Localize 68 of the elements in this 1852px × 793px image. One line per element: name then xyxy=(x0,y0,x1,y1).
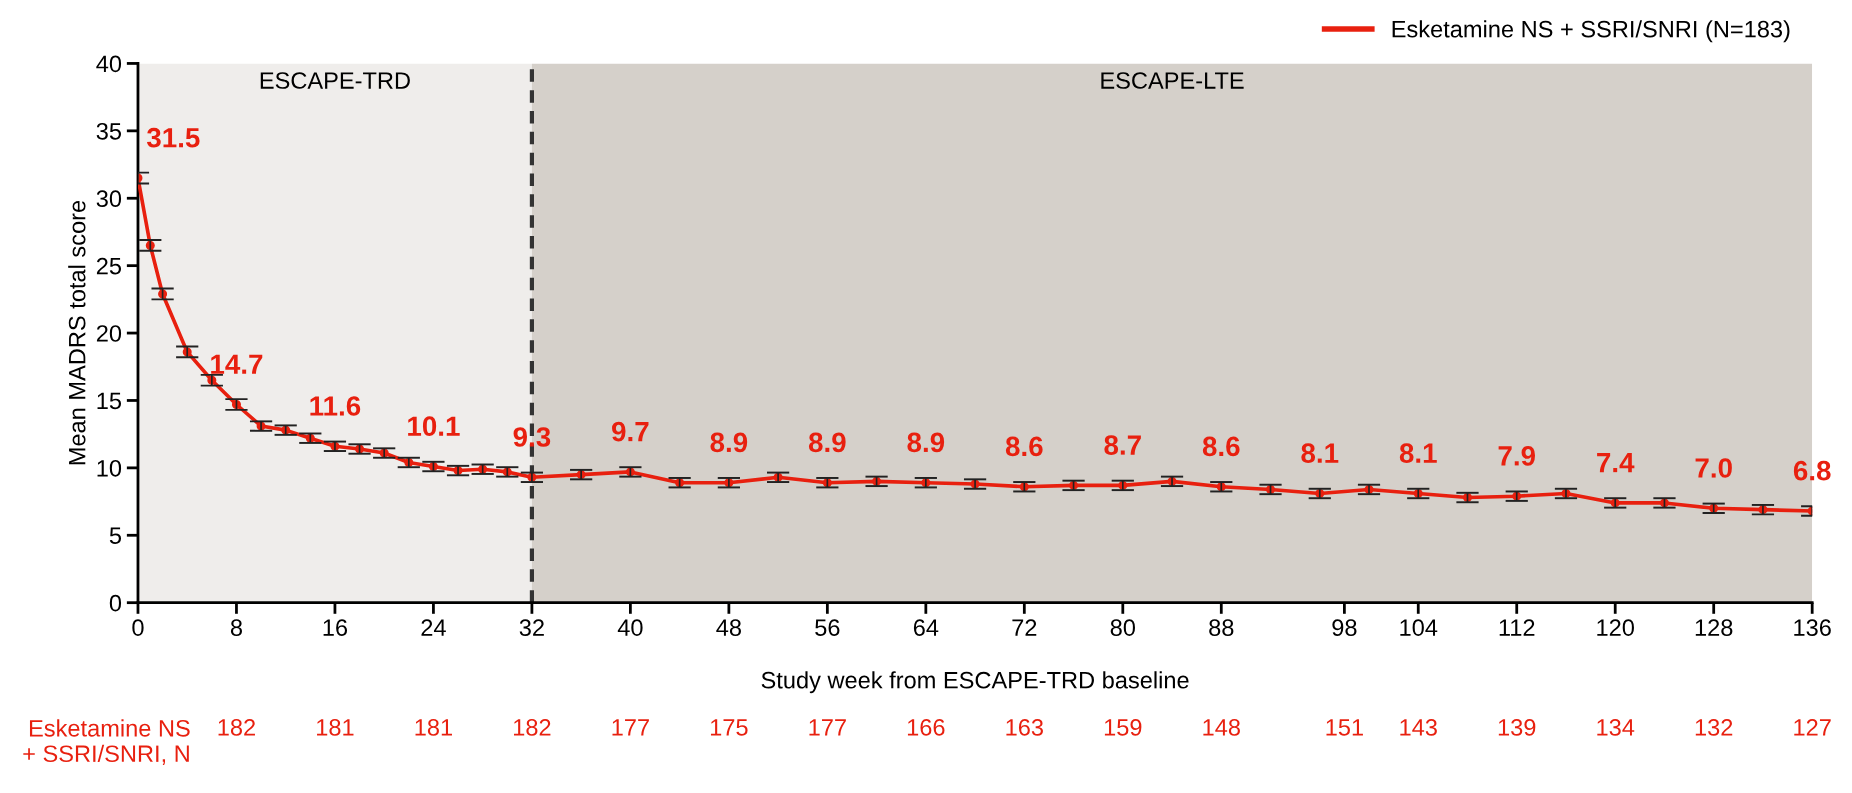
data-label: 8.9 xyxy=(710,432,748,453)
y-tick-label: 30 xyxy=(96,190,122,208)
text: 127 xyxy=(1794,719,1831,736)
x-tick-label: 24 xyxy=(421,619,446,636)
text: 166 xyxy=(907,719,945,736)
x-tick-label: 136 xyxy=(1794,619,1831,636)
data-label: 9.7 xyxy=(612,421,649,442)
band-label: ESCAPE-TRD xyxy=(260,72,410,89)
x-tick-label: 80 xyxy=(1110,619,1136,636)
text: 177 xyxy=(612,719,649,736)
y-tick-label: 35 xyxy=(96,122,122,140)
text: 159 xyxy=(1104,719,1142,736)
y-tick-label: 15 xyxy=(97,392,122,410)
text: 177 xyxy=(809,719,846,736)
data-label: 7.4 xyxy=(1597,453,1635,473)
x-tick-label: 56 xyxy=(815,619,840,636)
text: 181 xyxy=(317,719,354,736)
text: 175 xyxy=(710,719,748,736)
y-tick-label: 0 xyxy=(109,594,122,612)
text: 134 xyxy=(1597,719,1635,736)
y-tick-label: 20 xyxy=(96,325,122,342)
data-label: 8.1 xyxy=(1399,443,1437,463)
y-tick-label: 40 xyxy=(96,55,122,73)
x-tick-label: 128 xyxy=(1695,619,1733,636)
data-label: 8.6 xyxy=(1202,436,1240,457)
data-label: 8.1 xyxy=(1301,443,1339,463)
text: 132 xyxy=(1695,719,1733,736)
data-label: 8.9 xyxy=(808,432,846,453)
text: 148 xyxy=(1203,719,1240,736)
data-label: 6.8 xyxy=(1793,460,1831,481)
data-label: 11.6 xyxy=(310,396,361,416)
data-label: 10.1 xyxy=(408,416,460,437)
y-tick-label: 5 xyxy=(109,527,122,545)
x-tick-label: 40 xyxy=(617,619,643,636)
text: 151 xyxy=(1326,719,1363,736)
x-tick-label: 112 xyxy=(1499,619,1535,636)
x-tick-label: 0 xyxy=(132,619,144,636)
data-label: 8.7 xyxy=(1104,435,1141,455)
data-label: 8.9 xyxy=(907,432,945,453)
data-label: 9.3 xyxy=(513,427,551,447)
text: 139 xyxy=(1498,719,1536,736)
text: 163 xyxy=(1006,719,1043,736)
data-label: 7.9 xyxy=(1498,446,1536,466)
x-tick-label: 64 xyxy=(913,619,939,636)
text: 143 xyxy=(1400,719,1437,736)
x-tick-label: 48 xyxy=(716,619,741,636)
data-label: 31.5 xyxy=(146,127,200,148)
x-tick-label: 104 xyxy=(1400,619,1438,636)
text: 182 xyxy=(514,719,551,736)
x-tick-label: 120 xyxy=(1597,619,1634,636)
text: Esketamine NS + SSRI/SNRI, N xyxy=(23,719,190,765)
band-label: ESCAPE-LTE xyxy=(1101,72,1244,89)
y-tick-label: 25 xyxy=(96,257,122,275)
text: 181 xyxy=(415,719,452,736)
data-label: 7.0 xyxy=(1695,458,1732,478)
x-axis-title: Study week from ESCAPE-TRD baseline xyxy=(761,671,1189,694)
text: 182 xyxy=(218,719,255,736)
x-tick-label: 98 xyxy=(1332,619,1357,636)
y-axis-title: Mean MADRS total score xyxy=(68,200,86,465)
data-label: 14.7 xyxy=(211,354,263,374)
x-tick-label: 88 xyxy=(1209,619,1234,636)
data-label: 8.6 xyxy=(1005,436,1043,457)
legend-label: Esketamine NS + SSRI/SNRI (N=183) xyxy=(1392,20,1790,43)
x-tick-label: 16 xyxy=(323,619,348,636)
y-tick-label: 10 xyxy=(97,459,122,477)
x-tick-label: 8 xyxy=(230,619,242,636)
x-tick-label: 72 xyxy=(1012,619,1037,636)
x-tick-label: 32 xyxy=(519,619,544,636)
